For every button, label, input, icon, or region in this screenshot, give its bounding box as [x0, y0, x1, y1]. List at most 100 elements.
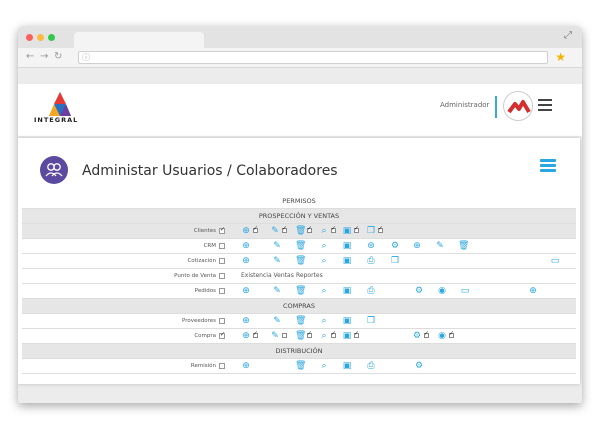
permission-row-compra: Compra ⊕ ✎ 🗑 ⌕ ▣ ⚙ ◉ [22, 329, 576, 344]
copy-permission-checkbox[interactable] [378, 225, 383, 233]
trash-icon[interactable]: 🗑 [295, 331, 307, 341]
search-icon[interactable]: ⌕ [321, 256, 327, 266]
permissions-table: PERMISOS PROSPECCIÓN Y VENTAS Clientes ⊕… [22, 194, 576, 374]
card-menu-icon[interactable] [540, 159, 556, 172]
add-circle-icon[interactable]: ⊕ [529, 286, 537, 296]
trash-icon[interactable]: 🗑 [295, 241, 307, 251]
report-icon[interactable]: ▣ [342, 226, 352, 236]
app-header: INTEGRAL Administrador [18, 84, 582, 136]
report-icon[interactable]: ▣ [342, 241, 352, 251]
comment-icon[interactable]: ▭ [550, 256, 560, 266]
trash-icon[interactable]: 🗑 [295, 316, 307, 326]
edit-permission-checkbox[interactable] [282, 225, 287, 233]
edit-icon[interactable]: ✎ [273, 316, 281, 326]
module-checkbox[interactable] [219, 363, 225, 369]
edit-icon[interactable]: ✎ [271, 331, 279, 341]
search-icon[interactable]: ⌕ [321, 361, 327, 371]
print-icon[interactable]: ⎙ [367, 361, 375, 371]
report-icon[interactable]: ▣ [342, 331, 352, 341]
delete-permission-checkbox[interactable] [307, 330, 312, 338]
add-circle-icon[interactable]: ⊕ [242, 241, 250, 251]
trash-icon[interactable]: 🗑 [295, 361, 307, 371]
report-icon[interactable]: ▣ [342, 256, 352, 266]
add-circle-icon[interactable]: ⊕ [413, 241, 421, 251]
bookmark-star-icon[interactable]: ★ [555, 50, 566, 64]
print-icon[interactable]: ⎙ [367, 286, 375, 296]
browser-tab[interactable] [74, 32, 204, 48]
report-icon[interactable]: ▣ [342, 361, 352, 371]
comment-icon[interactable]: ▭ [460, 286, 470, 296]
add-circle-icon[interactable]: ⊕ [242, 316, 250, 326]
module-checkbox[interactable] [219, 318, 225, 324]
settings-permission-checkbox[interactable] [424, 330, 429, 338]
edit-icon[interactable]: ✎ [273, 256, 281, 266]
gear-icon[interactable]: ⚙ [390, 241, 400, 251]
forward-icon[interactable]: → [40, 51, 49, 62]
copy-icon[interactable]: ❐ [390, 256, 400, 266]
search-icon[interactable]: ⌕ [321, 316, 327, 326]
trash-icon[interactable]: 🗑 [458, 241, 470, 251]
add-circle-icon[interactable]: ⊕ [242, 256, 250, 266]
trash-icon[interactable]: 🗑 [295, 286, 307, 296]
maximize-window-button[interactable] [48, 34, 55, 41]
module-checkbox[interactable] [219, 226, 225, 234]
add-circle-icon[interactable]: ⊕ [242, 226, 250, 236]
coin-icon[interactable]: ◉ [438, 286, 446, 296]
main-menu-icon[interactable] [538, 99, 552, 111]
module-checkbox[interactable] [219, 243, 225, 249]
minimize-window-button[interactable] [37, 34, 44, 41]
coin-icon[interactable]: ◉ [438, 331, 446, 341]
site-info-icon[interactable]: ⓘ [82, 53, 90, 62]
search-icon[interactable]: ⌕ [321, 241, 327, 251]
user-avatar[interactable] [503, 91, 533, 121]
copy-icon[interactable]: ❐ [366, 316, 376, 326]
add-circle-icon[interactable]: ⊕ [242, 286, 250, 296]
delete-permission-checkbox[interactable] [307, 225, 312, 233]
edit-icon[interactable]: ✎ [273, 286, 281, 296]
trash-icon[interactable]: 🗑 [295, 226, 307, 236]
edit-permission-checkbox[interactable] [282, 333, 287, 338]
module-checkbox[interactable] [219, 258, 225, 264]
permission-row-punto-de-venta: Punto de Venta Existencia Ventas Reporte… [22, 269, 576, 284]
reload-icon[interactable]: ↻ [54, 51, 63, 62]
report-icon[interactable]: ▣ [342, 286, 352, 296]
back-icon[interactable]: ← [26, 51, 35, 62]
module-checkbox[interactable] [219, 273, 225, 279]
add-circle-icon[interactable]: ⊕ [242, 331, 250, 341]
report-icon[interactable]: ▣ [342, 316, 352, 326]
module-checkbox[interactable] [219, 331, 225, 339]
edit-icon[interactable]: ✎ [273, 241, 281, 251]
gear-icon[interactable]: ⚙ [414, 361, 424, 371]
trash-icon[interactable]: 🗑 [295, 256, 307, 266]
integral-logo[interactable] [32, 90, 92, 132]
permission-label: Pedidos [194, 288, 216, 294]
add-circle-icon[interactable]: ⊕ [242, 361, 250, 371]
gear-icon[interactable]: ⚙ [412, 331, 422, 341]
search-icon[interactable]: ⌕ [321, 331, 327, 341]
existencia-ventas-text: Existencia Ventas [241, 272, 294, 279]
module-checkbox[interactable] [219, 288, 225, 294]
close-window-button[interactable] [26, 34, 33, 41]
report-permission-checkbox[interactable] [354, 330, 359, 338]
search-permission-checkbox[interactable] [331, 330, 336, 338]
fullscreen-icon[interactable]: ⤢ [564, 30, 572, 41]
add-permission-checkbox[interactable] [253, 225, 258, 233]
gear-icon[interactable]: ⚙ [414, 286, 424, 296]
search-permission-checkbox[interactable] [331, 225, 336, 233]
permission-label: Proveedores [182, 318, 216, 324]
address-bar[interactable]: ⓘ [78, 51, 548, 64]
permission-label: Compra [194, 333, 216, 339]
report-permission-checkbox[interactable] [354, 225, 359, 233]
refresh-icon[interactable]: ⊛ [367, 241, 375, 251]
permission-label: Remisión [190, 363, 216, 369]
edit-icon[interactable]: ✎ [271, 226, 279, 236]
search-icon[interactable]: ⌕ [321, 286, 327, 296]
coin-permission-checkbox[interactable] [449, 330, 454, 338]
print-icon[interactable]: ⎙ [367, 256, 375, 266]
section-title: PROSPECCIÓN Y VENTAS [258, 212, 340, 220]
copy-icon[interactable]: ❐ [366, 226, 376, 236]
add-permission-checkbox[interactable] [253, 330, 258, 338]
search-icon[interactable]: ⌕ [321, 226, 327, 236]
edit-icon[interactable]: ✎ [436, 241, 444, 251]
browser-window: ⤢ ← → ↻ ⓘ ★ INTEGRAL Administrador [18, 26, 582, 403]
